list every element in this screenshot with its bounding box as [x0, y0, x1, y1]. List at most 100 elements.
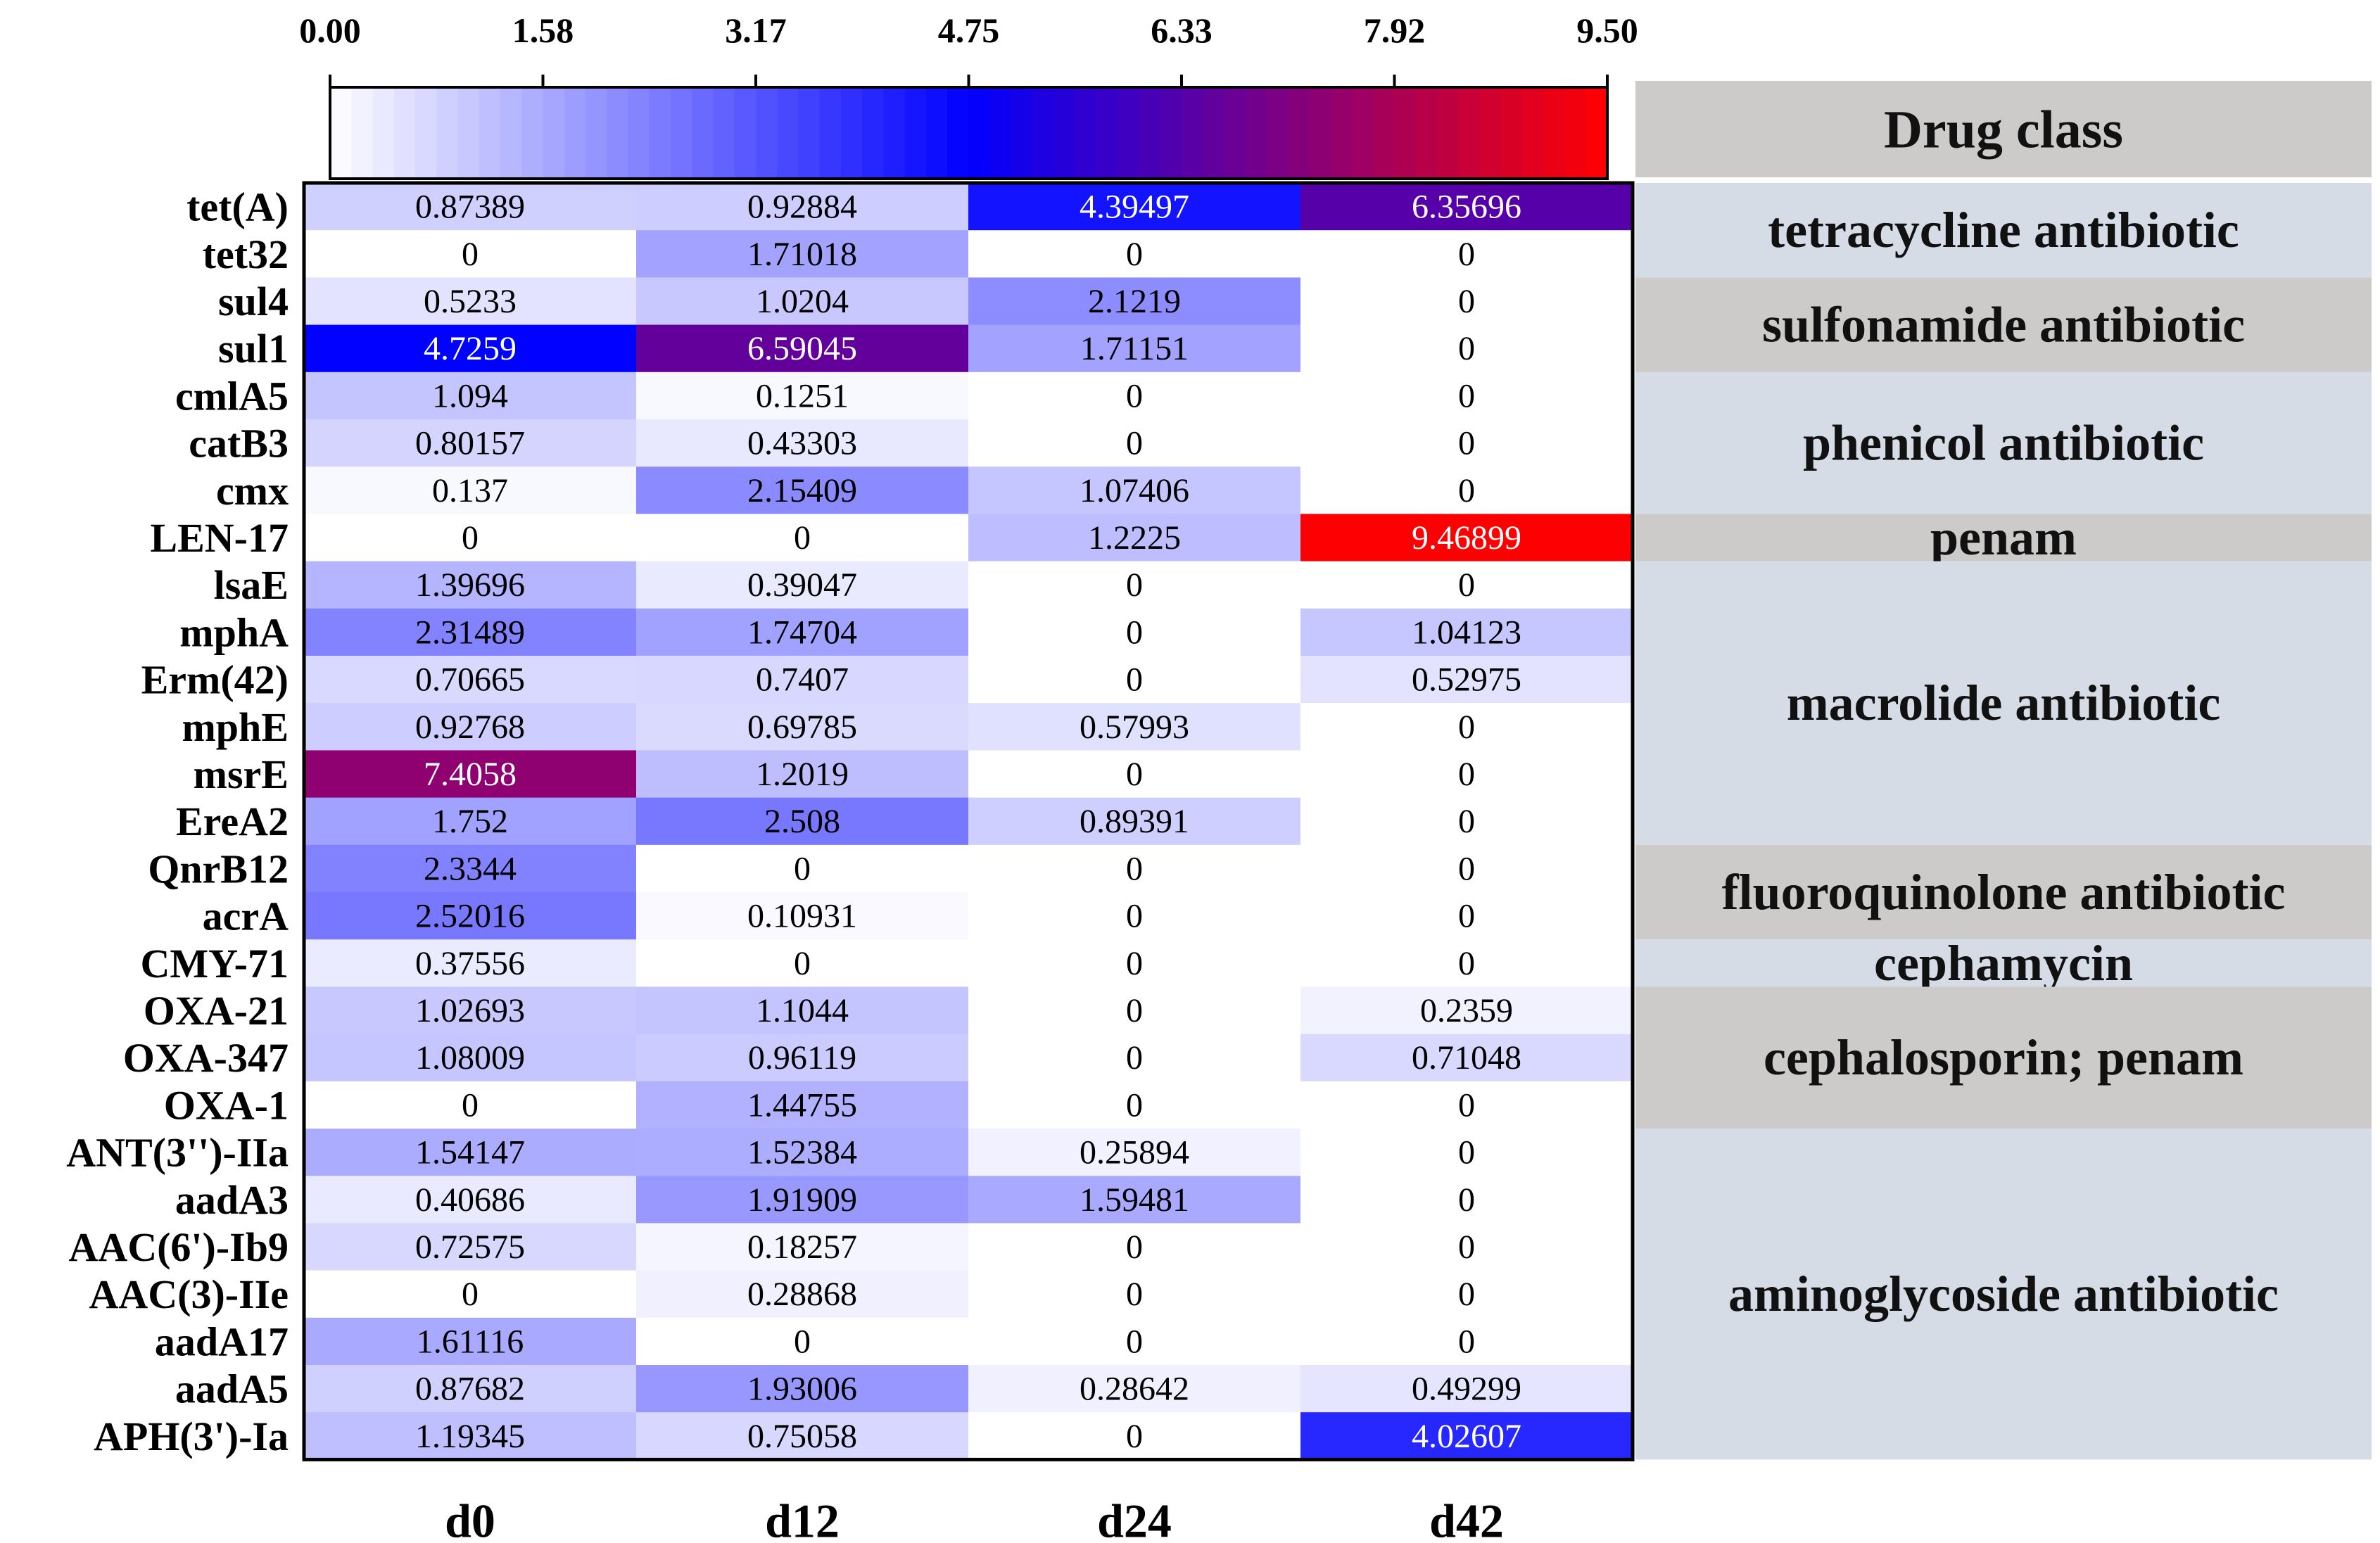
heatmap-cell	[1300, 561, 1633, 609]
colorbar-tick-label: 1.58	[512, 11, 574, 50]
heatmap-cell	[636, 1081, 969, 1129]
cell-value: 0	[1458, 236, 1475, 273]
heatmap-cell	[636, 939, 969, 987]
heatmap-cell	[1300, 703, 1633, 751]
colorbar-step	[457, 87, 480, 179]
heatmap-cell	[304, 703, 637, 751]
cell-value: 0.25894	[1080, 1134, 1189, 1171]
colorbar-step	[989, 87, 1012, 179]
column-label: d24	[1097, 1494, 1172, 1543]
cell-value: 0.71048	[1412, 1039, 1521, 1077]
colorbar-step	[628, 87, 650, 179]
heatmap-cell	[636, 1034, 969, 1082]
heatmap-cell	[1300, 797, 1633, 846]
drug-class-band	[1635, 1129, 2372, 1460]
cell-value: 0.137	[432, 472, 508, 509]
colorbar: 0.00 1.58 3.17 4.75 6.33 7.92 9.50	[299, 11, 1638, 180]
heatmap-cell	[1300, 1081, 1633, 1129]
heatmap-cell	[1300, 1412, 1633, 1460]
cell-value: 0	[1458, 1086, 1475, 1124]
heatmap-cell	[1300, 230, 1633, 278]
row-label: ANT(3'')-IIa	[66, 1130, 289, 1176]
heatmap-cell	[1300, 656, 1633, 704]
cell-value: 0	[462, 1276, 479, 1313]
heatmap-cell	[1300, 466, 1633, 514]
heatmap-cell	[968, 797, 1301, 846]
cell-value: 1.44755	[747, 1086, 857, 1124]
drug-class-label: aminoglycoside antibiotic	[1728, 1266, 2279, 1322]
colorbar-step	[1011, 87, 1034, 179]
heatmap-cell	[1300, 1317, 1633, 1366]
colorbar-step	[968, 87, 991, 179]
cell-value: 0.70665	[415, 661, 525, 699]
heatmap-cell	[636, 797, 969, 846]
row-label: acrA	[203, 894, 289, 939]
cell-value: 0	[1126, 756, 1143, 793]
cell-value: 0.96119	[748, 1039, 856, 1077]
cell-value: 0	[794, 945, 811, 982]
heatmap-cells: 0.87389 0.92884 4.39497 6.35696 0 1.71018 0 0 0.…	[304, 183, 1633, 1460]
heatmap-cell	[968, 844, 1301, 893]
cell-value: 0	[1126, 1228, 1143, 1266]
drug-class-band	[1635, 939, 2372, 987]
colorbar-step	[1309, 87, 1331, 179]
row-label: aadA5	[175, 1366, 289, 1412]
heatmap-cell	[304, 1034, 637, 1082]
cell-value: 1.2019	[756, 756, 849, 793]
drug-class-label: cephalosporin; penam	[1764, 1029, 2243, 1086]
colorbar-tick-label: 3.17	[725, 11, 787, 50]
colorbar-step	[1075, 87, 1097, 179]
colorbar-step	[1096, 87, 1119, 179]
cell-value: 1.0204	[756, 283, 849, 320]
row-label: OXA-21	[144, 988, 289, 1034]
heatmap-cell	[304, 1412, 637, 1460]
row-label: QnrB12	[148, 846, 289, 891]
heatmap-cell	[968, 939, 1301, 987]
row-label: sul1	[218, 326, 289, 372]
row-label: OXA-1	[164, 1082, 289, 1128]
heatmap-cell	[968, 372, 1301, 420]
colorbar-step	[1160, 87, 1182, 179]
cell-value: 1.094	[432, 377, 508, 414]
colorbar-tick-label: 7.92	[1364, 11, 1426, 50]
cell-value: 1.19345	[415, 1418, 525, 1455]
cell-value: 1.02693	[415, 992, 525, 1029]
colorbar-step	[1267, 87, 1289, 179]
colorbar-step	[756, 87, 778, 179]
heatmap-cell	[636, 1129, 969, 1176]
heatmap-cell	[304, 561, 637, 609]
heatmap-cell	[968, 466, 1301, 514]
heatmap-cell	[968, 324, 1301, 373]
cell-value: 0	[1126, 1418, 1143, 1455]
heatmap-cell	[636, 608, 969, 656]
drug-class-header: Drug class	[1884, 101, 2123, 160]
cell-value: 0	[1126, 1086, 1143, 1124]
drug-class-panel: Drug class tetracycline antibiotic sulfona…	[1635, 81, 2372, 1460]
colorbar-step	[798, 87, 821, 179]
colorbar-step	[1564, 87, 1587, 179]
cell-value: 0.57993	[1080, 709, 1189, 746]
heatmap-cell	[968, 703, 1301, 751]
heatmap-cell	[1300, 1223, 1633, 1271]
colorbar-step	[947, 87, 970, 179]
colorbar-step	[415, 87, 438, 179]
cell-value: 0	[1458, 1228, 1475, 1266]
colorbar-step	[862, 87, 885, 179]
colorbar-step	[883, 87, 906, 179]
heatmap-border	[302, 181, 1635, 1461]
cell-value: 0	[1126, 425, 1143, 462]
heatmap-cell	[304, 183, 637, 231]
cell-value: 0	[1458, 850, 1475, 887]
row-label: LEN-17	[150, 515, 289, 561]
cell-value: 0.49299	[1412, 1371, 1521, 1408]
cell-value: 0	[1458, 1134, 1475, 1171]
row-label: msrE	[194, 751, 289, 797]
cell-value: 1.91909	[747, 1181, 857, 1219]
cell-value: 0	[1458, 709, 1475, 746]
heatmap-cell	[636, 1317, 969, 1366]
colorbar-step	[564, 87, 586, 179]
heatmap-cell	[968, 608, 1301, 656]
cell-value: 0.28868	[747, 1276, 857, 1313]
row-label: sul4	[218, 279, 289, 324]
heatmap-cell	[1300, 608, 1633, 656]
